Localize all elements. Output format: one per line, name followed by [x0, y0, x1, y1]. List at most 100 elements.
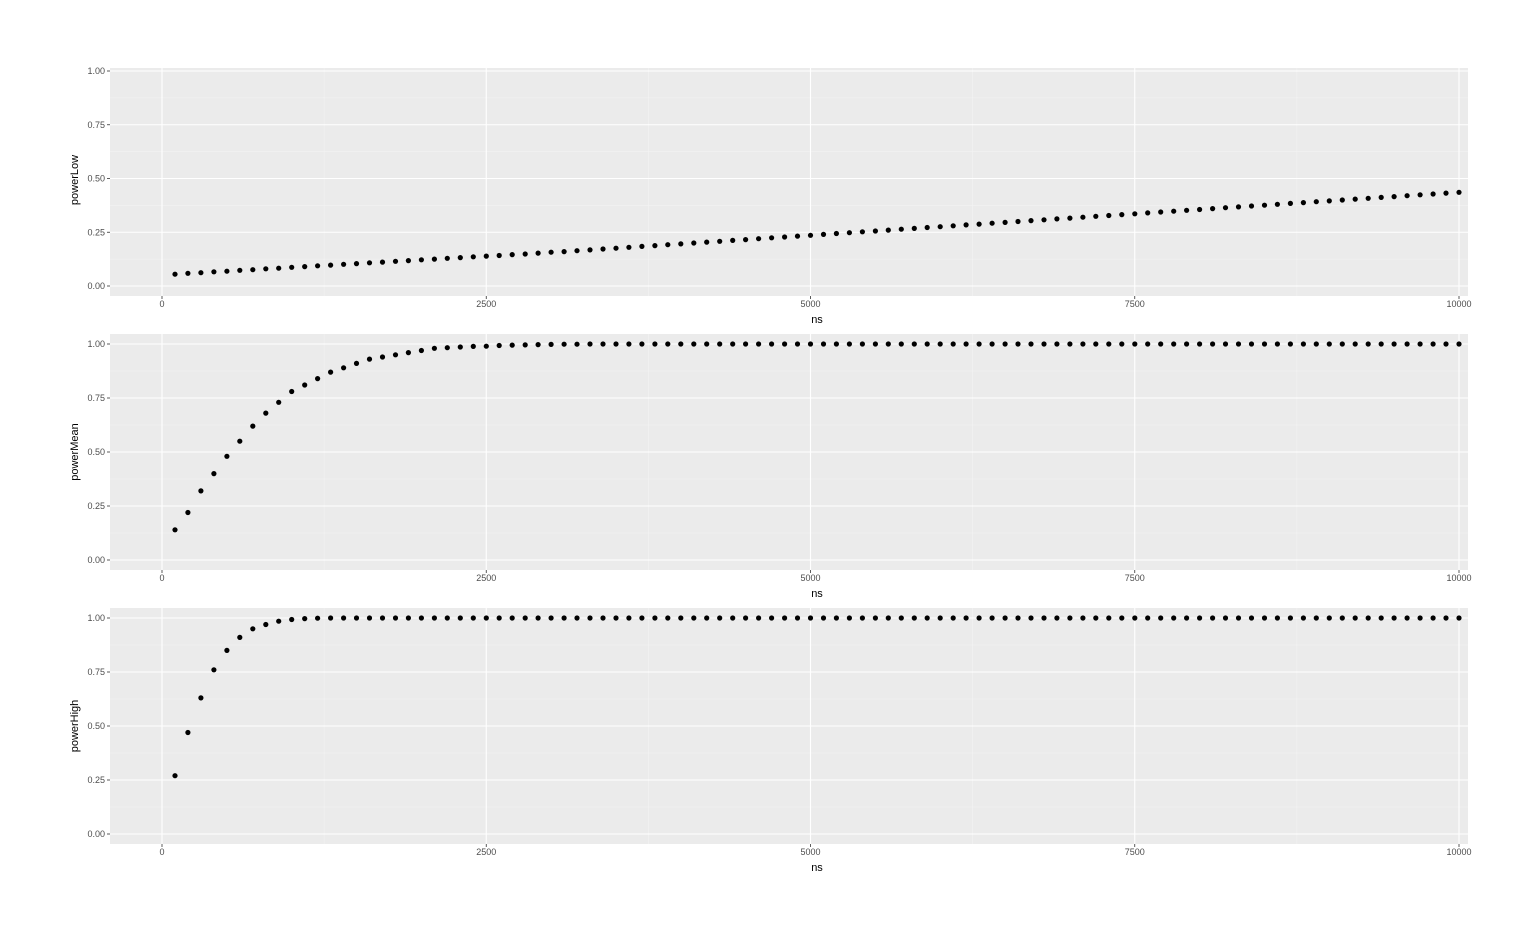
- data-point: [756, 236, 762, 242]
- data-point: [937, 224, 943, 230]
- x-axis-title: ns: [811, 314, 823, 326]
- minor-gridlines: [110, 608, 1468, 844]
- y-tick-label: 0.75: [87, 393, 105, 403]
- data-point: [807, 615, 814, 621]
- data-point: [1119, 212, 1125, 218]
- data-point: [1171, 208, 1177, 214]
- data-point: [1093, 213, 1099, 219]
- data-point: [1184, 341, 1190, 347]
- data-point: [1300, 200, 1306, 206]
- data-point: [1197, 206, 1203, 213]
- data-point: [561, 615, 567, 621]
- data-point: [328, 262, 334, 268]
- data-point: [1210, 206, 1216, 212]
- data-point: [418, 615, 424, 621]
- y-tick-label: 0.50: [87, 447, 105, 457]
- x-tick-label: 0: [159, 573, 164, 583]
- data-point: [548, 341, 554, 347]
- data-point: [613, 615, 619, 621]
- data-point: [769, 235, 775, 241]
- data-point: [276, 618, 282, 624]
- data-point: [535, 615, 541, 621]
- data-point: [431, 615, 437, 621]
- data-point: [1106, 212, 1112, 219]
- data-point: [431, 345, 437, 351]
- data-point: [276, 265, 282, 271]
- data-point: [691, 341, 697, 347]
- data-point: [509, 342, 515, 348]
- data-point: [1093, 341, 1099, 347]
- data-point: [496, 615, 502, 621]
- data-point: [1106, 615, 1112, 621]
- data-point: [600, 341, 606, 347]
- data-point: [963, 615, 969, 621]
- data-point: [937, 615, 943, 621]
- data-point: [263, 621, 269, 628]
- data-point: [289, 616, 295, 623]
- data-point: [950, 341, 956, 347]
- data-point: [574, 615, 580, 621]
- data-point: [704, 239, 710, 245]
- data-point: [1300, 615, 1306, 621]
- data-point: [782, 615, 788, 621]
- data-point: [833, 615, 840, 621]
- data-point: [639, 243, 645, 249]
- data-point: [989, 341, 995, 347]
- x-tick-label: 2500: [476, 573, 496, 583]
- x-axis-title: ns: [811, 588, 823, 600]
- data-point: [457, 255, 463, 261]
- data-point: [483, 615, 489, 621]
- data-point: [1028, 218, 1034, 224]
- data-point: [1261, 615, 1268, 621]
- x-axis-ticks: 0 2500 5000 7500 10000: [159, 570, 1472, 583]
- data-point: [730, 237, 736, 243]
- x-tick-label: 7500: [1125, 573, 1145, 583]
- data-point: [341, 615, 347, 621]
- data-point: [509, 252, 515, 258]
- data-point: [418, 257, 424, 263]
- data-point: [1443, 190, 1449, 196]
- data-point: [444, 615, 450, 621]
- data-point: [717, 615, 723, 621]
- data-point: [1391, 194, 1397, 200]
- data-point: [846, 230, 853, 236]
- data-point: [522, 615, 528, 621]
- data-point: [704, 615, 710, 621]
- panel-background: [110, 68, 1468, 296]
- data-point: [1313, 199, 1319, 205]
- data-point: [1430, 191, 1436, 197]
- data-point: [587, 247, 593, 253]
- data-point: [1054, 216, 1060, 222]
- data-point: [600, 246, 606, 252]
- data-point: [1365, 341, 1371, 347]
- data-point: [302, 264, 308, 270]
- data-point: [574, 341, 580, 347]
- data-point: [470, 615, 476, 621]
- data-point: [1145, 210, 1151, 216]
- data-point: [885, 341, 891, 347]
- data-point: [1119, 615, 1125, 621]
- data-point: [626, 244, 632, 250]
- data-points: [172, 615, 1462, 779]
- data-point: [963, 222, 969, 228]
- data-point: [756, 341, 762, 347]
- data-point: [224, 647, 230, 654]
- data-point: [1093, 615, 1099, 621]
- data-point: [1378, 341, 1384, 347]
- data-point: [1222, 341, 1229, 347]
- data-point: [743, 237, 749, 243]
- x-tick-label: 10000: [1446, 573, 1471, 583]
- data-point: [1365, 615, 1371, 621]
- data-point: [1300, 341, 1306, 347]
- x-tick-label: 5000: [800, 299, 820, 309]
- data-point: [989, 220, 995, 226]
- data-point: [172, 527, 178, 533]
- data-point: [989, 615, 995, 621]
- data-point: [405, 258, 411, 264]
- data-point: [1041, 615, 1047, 621]
- data-point: [1002, 615, 1008, 621]
- x-tick-label: 10000: [1446, 847, 1471, 857]
- data-point: [1002, 341, 1008, 347]
- data-point: [807, 341, 814, 347]
- data-point: [198, 270, 204, 276]
